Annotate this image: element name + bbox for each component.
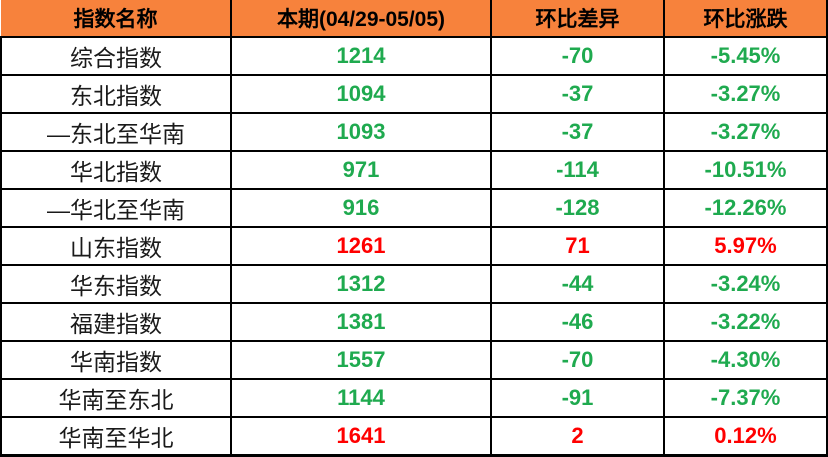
diff-value-cell: 2: [490, 416, 665, 457]
index-name-cell: 东北指数: [0, 74, 232, 114]
current-value-cell: 1261: [230, 226, 492, 266]
index-name-cell: 华南指数: [0, 340, 232, 380]
column-header-3: 环比涨跌: [663, 0, 828, 38]
table-row: 东北指数 1094 -37 -3.27%: [0, 74, 828, 114]
index-name-cell: —东北至华南: [0, 112, 232, 152]
table-row: —华北至华南 916 -128 -12.26%: [0, 188, 828, 228]
diff-value-cell: -70: [490, 36, 665, 76]
column-header-2: 环比差异: [490, 0, 665, 38]
diff-value-cell: -37: [490, 112, 665, 152]
current-value-cell: 1312: [230, 264, 492, 304]
table-header: 指数名称 本期(04/29-05/05) 环比差异 环比涨跌: [1, 0, 828, 38]
table-row: 华东指数 1312 -44 -3.24%: [0, 264, 828, 304]
table-row: 华北指数 971 -114 -10.51%: [0, 150, 828, 190]
table-body: 综合指数 1214 -70 -5.45% 东北指数 1094 -37 -3.27% —东北至华南…: [0, 36, 828, 457]
diff-value-cell: -37: [490, 74, 665, 114]
current-value-cell: 1641: [230, 416, 492, 457]
current-value-cell: 1094: [230, 74, 492, 114]
current-value-cell: 971: [230, 150, 492, 190]
index-name-cell: 山东指数: [0, 226, 232, 266]
diff-value-cell: -91: [490, 378, 665, 418]
diff-value-cell: 71: [490, 226, 665, 266]
change-pct-cell: -3.27%: [663, 74, 828, 114]
current-value-cell: 1144: [230, 378, 492, 418]
index-name-cell: 综合指数: [0, 36, 232, 76]
change-pct-cell: 0.12%: [663, 416, 828, 457]
diff-value-cell: -114: [490, 150, 665, 190]
change-pct-cell: -12.26%: [663, 188, 828, 228]
change-pct-cell: -10.51%: [663, 150, 828, 190]
table-row: —东北至华南 1093 -37 -3.27%: [0, 112, 828, 152]
header-row: 指数名称 本期(04/29-05/05) 环比差异 环比涨跌: [1, 0, 828, 38]
change-pct-cell: -3.22%: [663, 302, 828, 342]
change-pct-cell: -3.27%: [663, 112, 828, 152]
change-pct-cell: -7.37%: [663, 378, 828, 418]
index-name-cell: 华南至华北: [0, 416, 232, 457]
table-row: 华南至华北 1641 2 0.12%: [0, 416, 828, 457]
index-name-cell: 华东指数: [0, 264, 232, 304]
table-row: 华南指数 1557 -70 -4.30%: [0, 340, 828, 380]
current-value-cell: 916: [230, 188, 492, 228]
diff-value-cell: -46: [490, 302, 665, 342]
index-name-cell: 华南至东北: [0, 378, 232, 418]
table-row: 山东指数 1261 71 5.97%: [0, 226, 828, 266]
current-value-cell: 1093: [230, 112, 492, 152]
diff-value-cell: -44: [490, 264, 665, 304]
table-row: 福建指数 1381 -46 -3.22%: [0, 302, 828, 342]
change-pct-cell: -3.24%: [663, 264, 828, 304]
index-name-cell: 华北指数: [0, 150, 232, 190]
column-header-1: 本期(04/29-05/05): [230, 0, 492, 38]
index-name-cell: —华北至华南: [0, 188, 232, 228]
change-pct-cell: -5.45%: [663, 36, 828, 76]
diff-value-cell: -128: [490, 188, 665, 228]
table-row: 华南至东北 1144 -91 -7.37%: [0, 378, 828, 418]
column-header-0: 指数名称: [1, 0, 232, 38]
change-pct-cell: 5.97%: [663, 226, 828, 266]
current-value-cell: 1214: [230, 36, 492, 76]
current-value-cell: 1557: [230, 340, 492, 380]
index-name-cell: 福建指数: [0, 302, 232, 342]
current-value-cell: 1381: [230, 302, 492, 342]
diff-value-cell: -70: [490, 340, 665, 380]
table-row: 综合指数 1214 -70 -5.45%: [0, 36, 828, 76]
change-pct-cell: -4.30%: [663, 340, 828, 380]
